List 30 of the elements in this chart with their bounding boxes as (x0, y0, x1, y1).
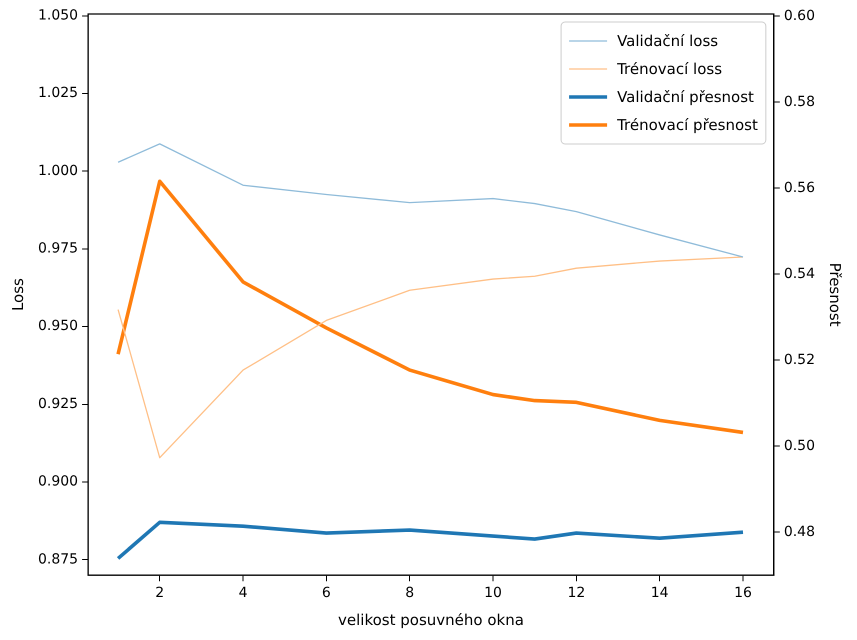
y-tick-label: 0.875 (38, 551, 78, 568)
x-tick-label: 8 (405, 585, 414, 602)
x-tick-label: 2 (155, 585, 164, 602)
y2-tick-label: 0.54 (784, 266, 816, 282)
y-tick-label: 0.925 (38, 396, 78, 412)
legend-label: Validační loss (617, 32, 718, 50)
legend-label: Trénovací přesnost (616, 116, 758, 134)
x-tick-label: 16 (734, 585, 752, 602)
y-tick-label: 1.025 (38, 85, 78, 102)
x-tick-label: 10 (484, 585, 502, 602)
y2-tick-label: 0.50 (784, 438, 815, 454)
y2-tick-label: 0.52 (784, 352, 815, 368)
x-tick-label: 14 (650, 585, 669, 602)
x-tick-label: 6 (322, 585, 331, 602)
y-tick-label: 0.900 (38, 474, 78, 490)
y-axis-title: Loss (8, 278, 27, 312)
x-axis-title: velikost posuvného okna (338, 610, 524, 629)
y-tick-label: 0.950 (38, 318, 78, 334)
y2-tick-label: 0.58 (784, 94, 815, 110)
y-tick-label: 1.050 (38, 8, 78, 24)
x-tick-label: 4 (238, 585, 248, 602)
x-tick-label: 12 (567, 585, 586, 602)
y2-axis-title: Přesnost (826, 262, 844, 327)
legend-label: Trénovací loss (616, 60, 722, 78)
legend-label: Validační přesnost (617, 88, 754, 106)
y2-tick-label: 0.60 (784, 8, 815, 24)
y-tick-label: 1.000 (38, 162, 78, 179)
y-tick-label: 0.975 (38, 240, 78, 257)
y2-tick-label: 0.48 (784, 524, 815, 540)
y2-tick-label: 0.56 (784, 180, 816, 196)
